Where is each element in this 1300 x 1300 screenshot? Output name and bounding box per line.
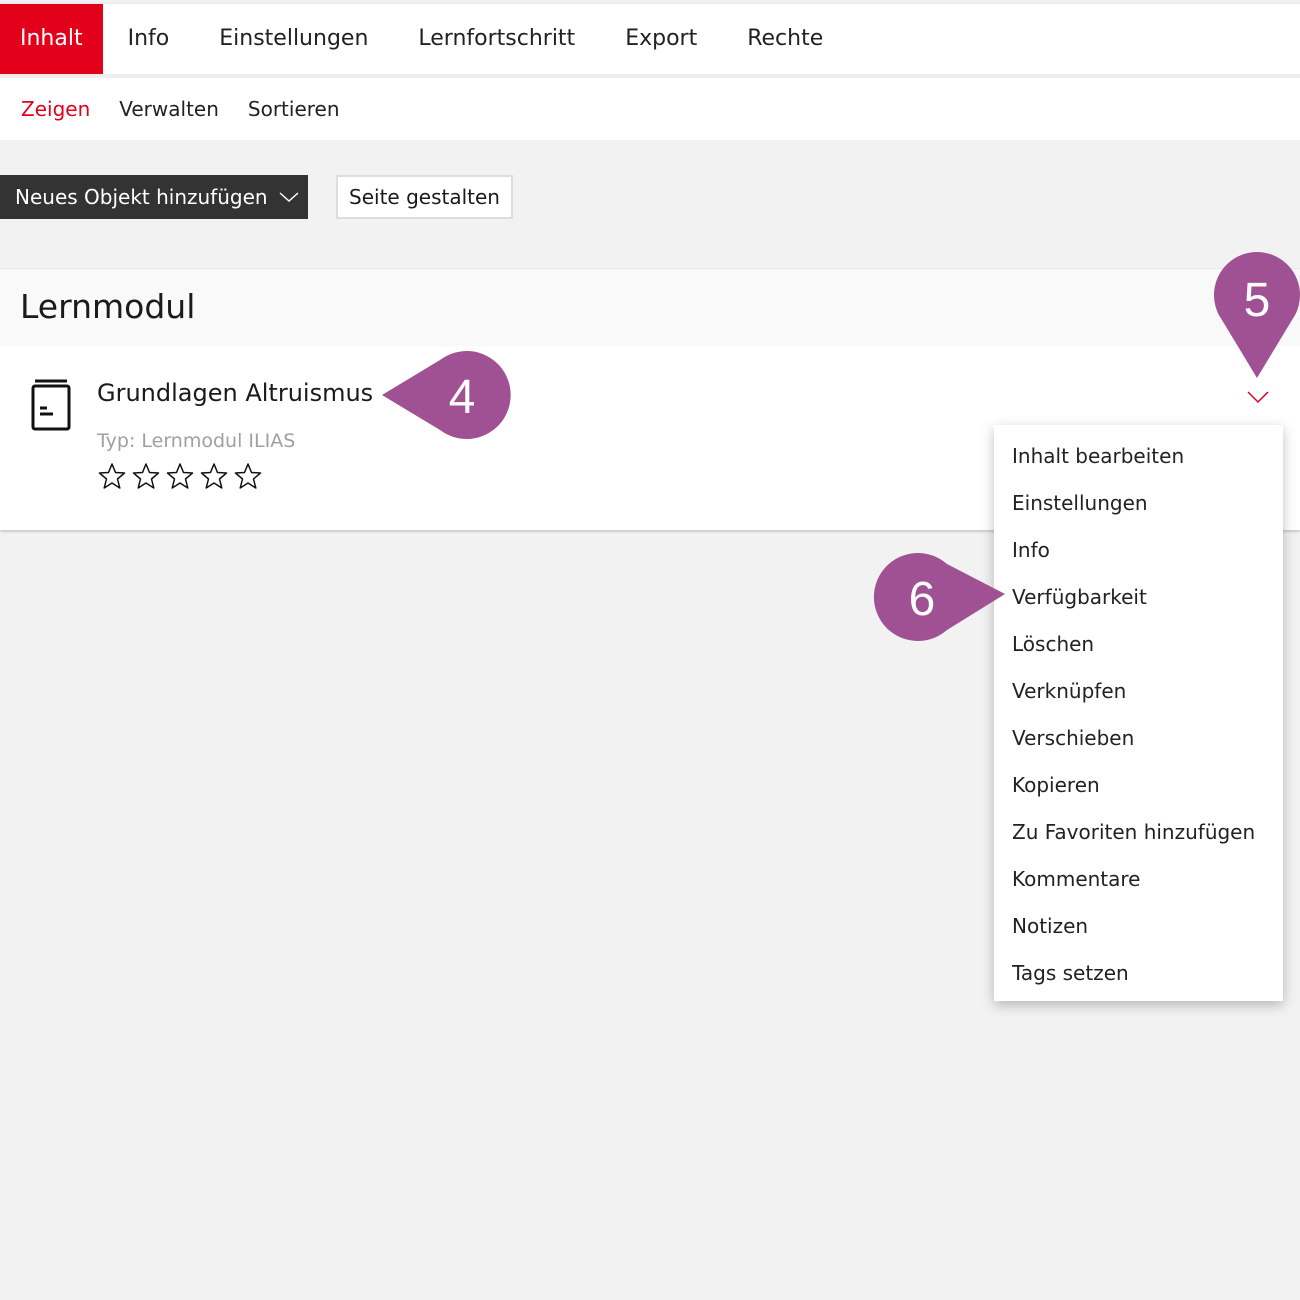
star-icon[interactable]	[131, 462, 161, 490]
subtab-sortieren[interactable]: Sortieren	[247, 97, 340, 121]
menu-item-verschieben[interactable]: Verschieben	[1012, 726, 1135, 750]
tab-einstellungen[interactable]: Einstellungen	[219, 26, 369, 51]
actions-chevron-icon[interactable]	[1246, 390, 1270, 404]
menu-item-loeschen[interactable]: Löschen	[1012, 632, 1095, 656]
add-object-button[interactable]: Neues Objekt hinzufügen	[0, 175, 308, 219]
divider	[0, 74, 1300, 78]
tab-info[interactable]: Info	[127, 26, 170, 51]
learning-module-icon	[31, 379, 71, 431]
marker-5: 5	[1212, 245, 1300, 380]
menu-item-kommentare[interactable]: Kommentare	[1012, 867, 1141, 891]
chevron-down-icon	[279, 192, 299, 203]
menu-item-favoriten[interactable]: Zu Favoriten hinzufügen	[1012, 820, 1256, 844]
subtab-verwalten[interactable]: Verwalten	[119, 97, 219, 121]
main-tabs: Inhalt Info Einstellungen Lernfortschrit…	[0, 2, 1300, 74]
menu-item-kopieren[interactable]: Kopieren	[1012, 773, 1100, 797]
menu-item-einstellungen[interactable]: Einstellungen	[1012, 491, 1148, 515]
tab-export[interactable]: Export	[625, 26, 698, 51]
star-icon[interactable]	[199, 462, 229, 490]
section-title: Lernmodul	[20, 287, 196, 326]
add-object-label: Neues Objekt hinzufügen	[15, 185, 268, 209]
star-icon[interactable]	[165, 462, 195, 490]
menu-item-tags-setzen[interactable]: Tags setzen	[1012, 961, 1129, 985]
menu-item-verknuepfen[interactable]: Verknüpfen	[1012, 679, 1127, 703]
sub-tabs: Zeigen Verwalten Sortieren	[0, 78, 1300, 140]
section-header: Lernmodul	[0, 268, 1300, 346]
menu-item-info[interactable]: Info	[1012, 538, 1050, 562]
design-page-button[interactable]: Seite gestalten	[336, 175, 513, 219]
marker-5-label: 5	[1244, 274, 1271, 327]
item-title[interactable]: Grundlagen Altruismus	[97, 379, 374, 407]
marker-6: 6	[872, 552, 1007, 642]
tab-inhalt[interactable]: Inhalt	[0, 4, 103, 74]
marker-4-label: 4	[449, 371, 476, 424]
actions-dropdown: Inhalt bearbeiten Einstellungen Info Ver…	[994, 425, 1283, 1001]
tab-rechte[interactable]: Rechte	[747, 26, 824, 51]
tab-lernfortschritt[interactable]: Lernfortschritt	[418, 26, 576, 51]
star-icon[interactable]	[97, 462, 127, 490]
subtab-zeigen[interactable]: Zeigen	[21, 97, 91, 121]
marker-4: 4	[380, 350, 515, 440]
marker-6-label: 6	[909, 573, 936, 626]
menu-item-inhalt-bearbeiten[interactable]: Inhalt bearbeiten	[1012, 444, 1185, 468]
menu-item-notizen[interactable]: Notizen	[1012, 914, 1089, 938]
menu-item-verfuegbarkeit[interactable]: Verfügbarkeit	[1012, 585, 1147, 609]
rating-stars[interactable]	[97, 462, 263, 490]
star-icon[interactable]	[233, 462, 263, 490]
item-type: Typ: Lernmodul ILIAS	[97, 430, 296, 452]
